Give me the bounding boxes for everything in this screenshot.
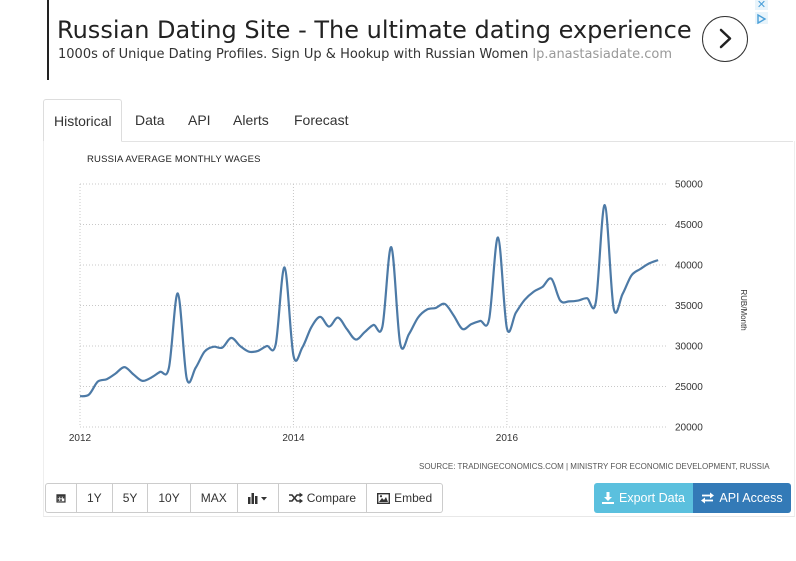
tab-bar: Historical Data API Alerts Forecast [43,99,793,142]
chart-type-button[interactable] [237,483,279,513]
export-data-button[interactable]: Export Data [594,483,693,513]
chevron-right-icon [719,28,732,49]
embed-button[interactable]: Embed [367,483,444,513]
source-note: SOURCE: TRADINGECONOMICS.COM | MINISTRY … [419,462,770,471]
ad-banner[interactable]: Russian Dating Site - The ultimate datin… [47,0,774,80]
download-icon [601,492,614,504]
export-data-label: Export Data [618,491,685,505]
calendar-icon [56,494,66,503]
y-tick-label: 40000 [675,261,703,272]
shuffle-icon [288,492,303,504]
ad-title[interactable]: Russian Dating Site - The ultimate datin… [57,16,692,44]
ad-subtitle[interactable]: 1000s of Unique Dating Profiles. Sign Up… [58,47,672,62]
y-tick-label: 35000 [675,301,703,312]
ad-subtitle-text: 1000s of Unique Dating Profiles. Sign Up… [58,47,529,62]
tab-data[interactable]: Data [135,112,165,128]
chart-title: RUSSIA AVERAGE MONTHLY WAGES [87,154,261,165]
adchoices-icon[interactable] [755,12,768,25]
range-5y-button[interactable]: 5Y [112,483,149,513]
chart-panel [43,141,795,517]
y-tick-label: 20000 [675,423,703,434]
x-tick-label: 2016 [496,433,519,444]
ad-url[interactable]: lp.anastasiadate.com [532,47,673,62]
compare-button[interactable]: Compare [278,483,368,513]
bar-chart-icon [247,493,267,504]
api-access-label: API Access [719,491,783,505]
tab-api[interactable]: API [188,112,211,128]
range-max-button[interactable]: MAX [190,483,238,513]
x-tick-label: 2014 [282,433,305,444]
y-tick-label: 45000 [675,220,703,231]
range-10y-button[interactable]: 10Y [148,483,191,513]
embed-label: Embed [394,491,433,505]
tab-historical[interactable]: Historical [43,99,122,142]
image-icon [377,492,391,504]
chart-toolbar: 1Y 5Y 10Y MAX Compare Embed [45,483,444,513]
api-access-button[interactable]: API Access [693,483,791,513]
date-range-button[interactable] [45,483,77,513]
ad-close-icon[interactable]: ✕ [755,0,768,11]
y-axis-label: RUB/Month [739,289,748,330]
compare-label: Compare [306,491,357,505]
x-tick-label: 2012 [69,433,92,444]
series-line [79,203,659,398]
ad-next-button[interactable] [702,16,748,62]
exchange-icon [701,492,715,504]
tab-forecast[interactable]: Forecast [294,112,349,128]
y-tick-label: 50000 [675,180,703,191]
y-tick-label: 30000 [675,342,703,353]
range-1y-button[interactable]: 1Y [77,483,113,513]
tab-alerts[interactable]: Alerts [233,112,269,128]
y-tick-label: 25000 [675,382,703,393]
